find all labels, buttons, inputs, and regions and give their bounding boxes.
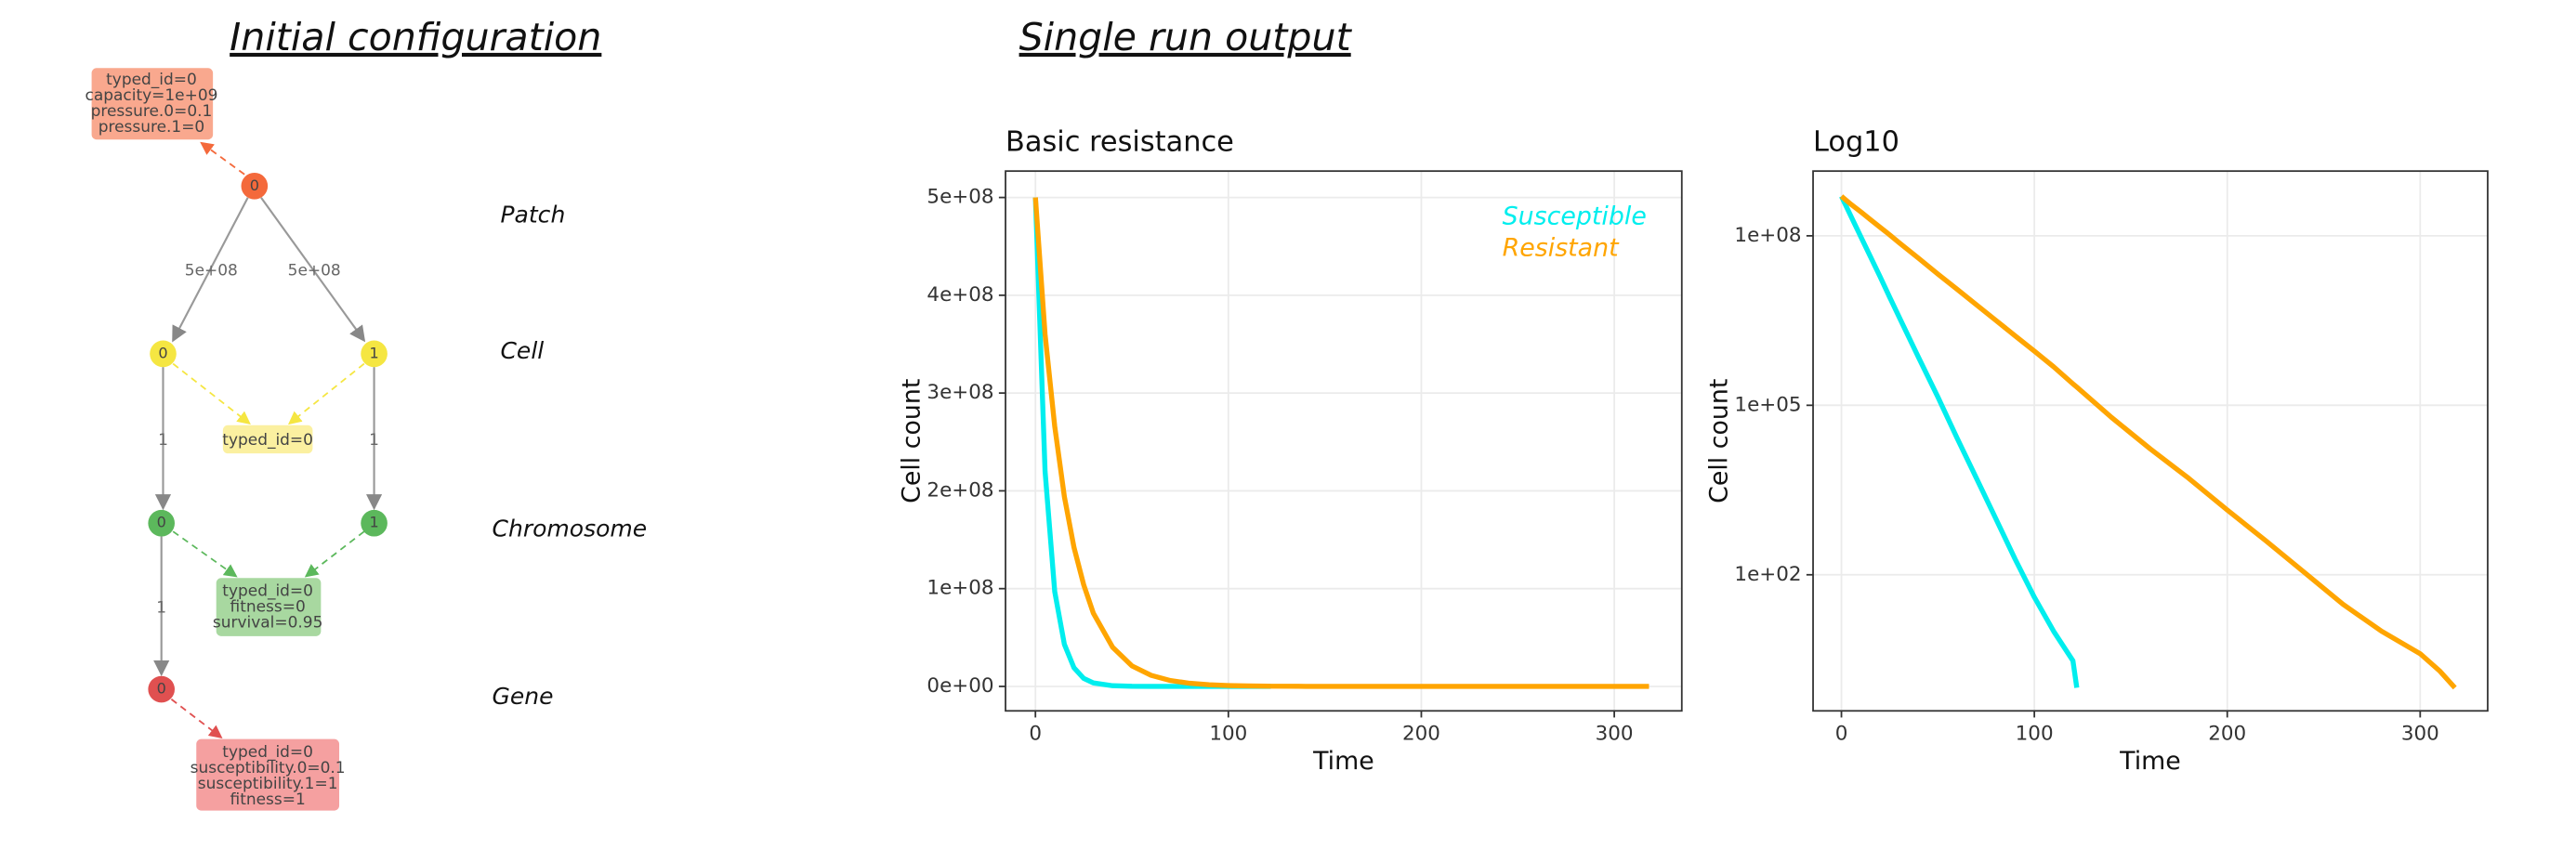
diagram-title: Initial configuration [230, 15, 601, 59]
box-text: typed_id=0 [222, 431, 313, 450]
info-link [304, 530, 365, 578]
box-text: pressure.0=0.1 [91, 102, 213, 121]
box-text: survival=0.95 [213, 614, 322, 633]
plot-background [1005, 171, 1682, 712]
edge-label: 1 [369, 431, 379, 450]
y-tick-label: 2e+08 [927, 478, 993, 502]
level-label: Cell [500, 337, 544, 364]
y-tick-label: 1e+08 [927, 577, 993, 600]
info-box [216, 578, 322, 636]
node [241, 172, 269, 200]
edge-label: 5e+08 [185, 261, 238, 280]
series-line [1032, 197, 1649, 689]
box-text: susceptibility.1=1 [198, 775, 338, 793]
box-text: susceptibility.0=0.1 [191, 759, 346, 777]
x-tick-label: 200 [2208, 722, 2246, 745]
box-text: typed_id=0 [106, 71, 197, 89]
y-tick-label: 4e+08 [927, 283, 993, 307]
box-text: fitness=1 [230, 790, 306, 809]
x-tick-label: 100 [1209, 722, 1247, 745]
node [148, 675, 176, 703]
info-link [172, 362, 251, 425]
legend-entry: Resistant [1503, 234, 1620, 263]
y-tick-label: 1e+08 [1734, 224, 1801, 247]
node [150, 340, 177, 368]
x-tick-label: 0 [1029, 722, 1042, 745]
legend-entry: Susceptible [1503, 202, 1647, 231]
chart-title: Basic resistance [1005, 125, 1234, 158]
edge [260, 197, 366, 343]
info-link [287, 362, 365, 425]
edge-label: 1 [156, 598, 166, 617]
node [148, 509, 176, 537]
node [361, 509, 388, 537]
y-axis-label: Cell count [1704, 379, 1733, 503]
box-text: typed_id=0 [222, 743, 313, 762]
box-text: fitness=0 [230, 598, 306, 617]
y-tick-label: 1e+05 [1734, 393, 1801, 416]
info-link [172, 530, 238, 578]
series-line [1839, 194, 2457, 690]
level-label: Chromosome [493, 515, 648, 542]
y-tick-label: 3e+08 [927, 381, 993, 404]
output-title: Single run output [1019, 15, 1353, 59]
edge [172, 197, 249, 343]
node-label: 1 [369, 514, 378, 531]
node-label: 0 [250, 176, 259, 194]
x-axis-label: Time [2119, 747, 2181, 776]
y-axis-label: Cell count [897, 379, 926, 503]
x-tick-label: 0 [1835, 722, 1848, 745]
node-label: 0 [157, 514, 166, 531]
x-tick-label: 300 [1596, 722, 1634, 745]
series-line [1839, 195, 2080, 688]
x-tick-label: 200 [1402, 722, 1440, 745]
x-tick-label: 100 [2016, 722, 2054, 745]
edge-label: 5e+08 [288, 261, 341, 280]
level-label: Gene [493, 683, 554, 710]
node-label: 1 [369, 344, 378, 361]
info-box [91, 68, 214, 140]
diagram: Initial configuration Single run output … [85, 15, 1353, 811]
y-tick-label: 0e+00 [927, 674, 993, 698]
edge-label: 1 [158, 431, 168, 450]
y-tick-label: 1e+02 [1734, 563, 1801, 586]
box-text: pressure.1=0 [99, 118, 204, 137]
plot-border [1005, 170, 1683, 712]
x-axis-label: Time [1312, 747, 1374, 776]
x-tick-label: 300 [2401, 722, 2439, 745]
info-box [222, 424, 313, 454]
chart-title: Log10 [1813, 125, 1899, 158]
node-label: 0 [157, 680, 166, 698]
node-label: 0 [158, 344, 167, 361]
info-link [200, 141, 245, 176]
y-tick-label: 5e+08 [927, 186, 993, 209]
info-box [196, 738, 340, 811]
plot-border [1812, 170, 2489, 712]
info-link [170, 699, 223, 738]
box-text: typed_id=0 [222, 582, 313, 601]
charts: 0e+00 1e+08 2e+08 3e+08 4e+08 5e+08 0 100 200 300… [897, 125, 2489, 776]
box-text: capacity=1e+09 [85, 86, 218, 105]
node [361, 340, 388, 368]
level-label: Patch [500, 201, 565, 228]
